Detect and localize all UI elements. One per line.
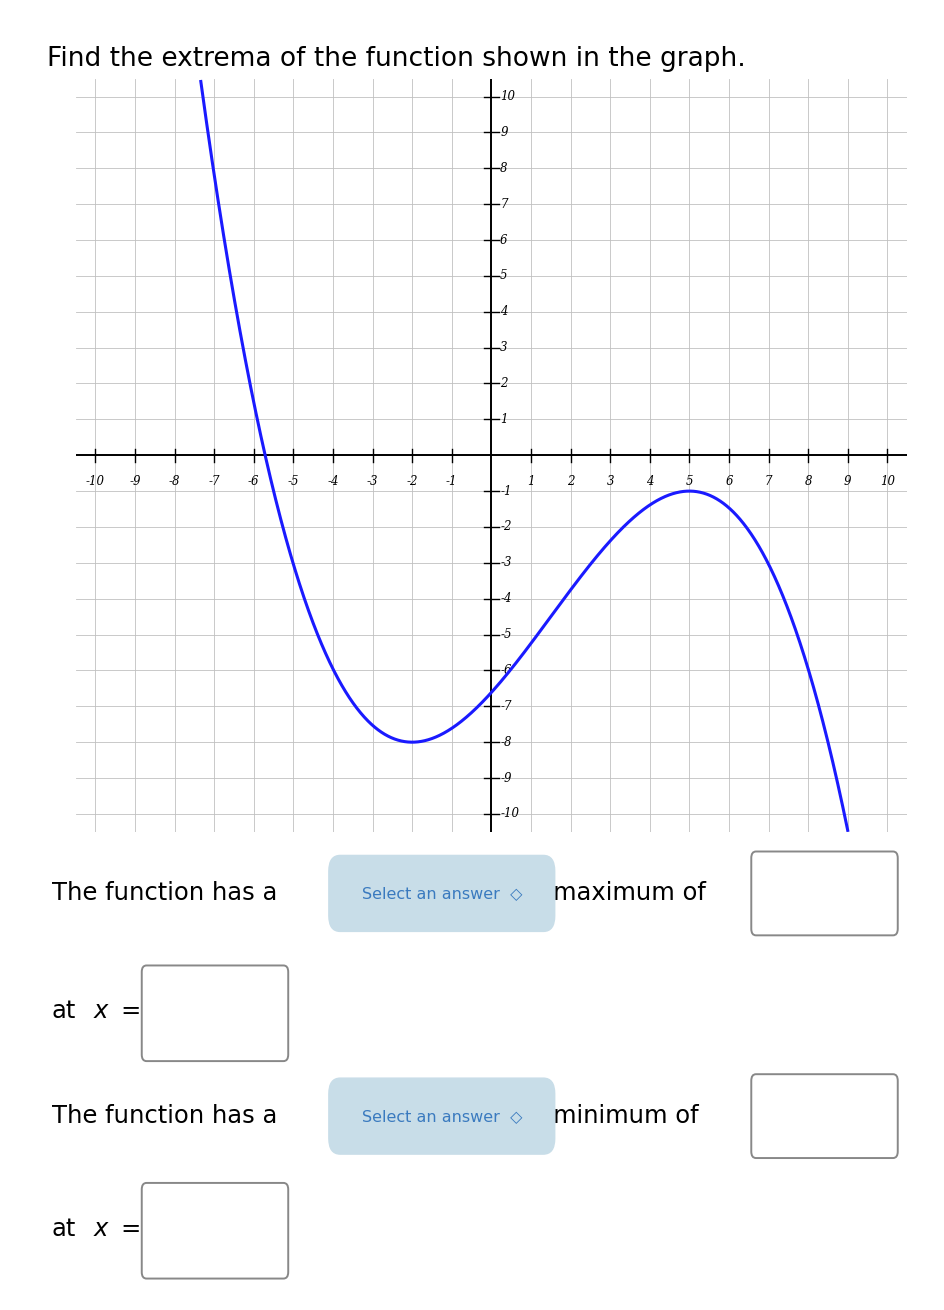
Text: 7: 7 bbox=[499, 198, 507, 211]
Text: 8: 8 bbox=[499, 161, 507, 174]
Text: 5: 5 bbox=[499, 270, 507, 283]
Text: 3: 3 bbox=[606, 476, 614, 487]
Text: -6: -6 bbox=[499, 664, 511, 677]
Text: at: at bbox=[52, 1000, 76, 1023]
Text: 10: 10 bbox=[879, 476, 894, 487]
Text: maximum of: maximum of bbox=[552, 882, 705, 905]
Text: -3: -3 bbox=[366, 476, 378, 487]
Text: -3: -3 bbox=[499, 557, 511, 570]
Text: -10: -10 bbox=[499, 807, 518, 820]
Text: 6: 6 bbox=[724, 476, 732, 487]
Text: Select an answer  ◇: Select an answer ◇ bbox=[362, 886, 521, 901]
Text: 2: 2 bbox=[499, 377, 507, 390]
Text: -4: -4 bbox=[499, 592, 511, 605]
Text: -2: -2 bbox=[499, 520, 511, 533]
Text: -4: -4 bbox=[327, 476, 338, 487]
Text: -7: -7 bbox=[209, 476, 220, 487]
Text: at: at bbox=[52, 1217, 76, 1241]
Text: -6: -6 bbox=[247, 476, 260, 487]
Text: The function has a: The function has a bbox=[52, 1104, 277, 1128]
Text: 9: 9 bbox=[499, 126, 507, 139]
Text: -2: -2 bbox=[406, 476, 417, 487]
Text: =: = bbox=[120, 1000, 141, 1023]
Text: 4: 4 bbox=[499, 305, 507, 318]
Text: 5: 5 bbox=[685, 476, 692, 487]
Text: -8: -8 bbox=[169, 476, 180, 487]
Text: 10: 10 bbox=[499, 90, 514, 103]
Text: The function has a: The function has a bbox=[52, 882, 277, 905]
Text: 2: 2 bbox=[566, 476, 574, 487]
Text: 3: 3 bbox=[499, 341, 507, 354]
Text: 7: 7 bbox=[764, 476, 771, 487]
Text: 1: 1 bbox=[499, 413, 507, 426]
Text: 4: 4 bbox=[646, 476, 653, 487]
Text: 1: 1 bbox=[527, 476, 534, 487]
Text: -8: -8 bbox=[499, 736, 511, 749]
Text: -1: -1 bbox=[499, 485, 511, 498]
Text: $x$: $x$ bbox=[93, 1000, 110, 1023]
Text: 6: 6 bbox=[499, 233, 507, 246]
Text: -5: -5 bbox=[287, 476, 299, 487]
Text: =: = bbox=[120, 1217, 141, 1241]
Text: 8: 8 bbox=[803, 476, 811, 487]
Text: Select an answer  ◇: Select an answer ◇ bbox=[362, 1108, 521, 1124]
Text: Find the extrema of the function shown in the graph.: Find the extrema of the function shown i… bbox=[47, 46, 745, 72]
Text: -9: -9 bbox=[129, 476, 141, 487]
Text: -9: -9 bbox=[499, 772, 511, 785]
Text: -7: -7 bbox=[499, 700, 511, 713]
Text: $x$: $x$ bbox=[93, 1217, 110, 1241]
Text: 9: 9 bbox=[843, 476, 851, 487]
Text: -1: -1 bbox=[446, 476, 457, 487]
Text: -5: -5 bbox=[499, 627, 511, 641]
Text: minimum of: minimum of bbox=[552, 1104, 698, 1128]
Text: -10: -10 bbox=[86, 476, 105, 487]
